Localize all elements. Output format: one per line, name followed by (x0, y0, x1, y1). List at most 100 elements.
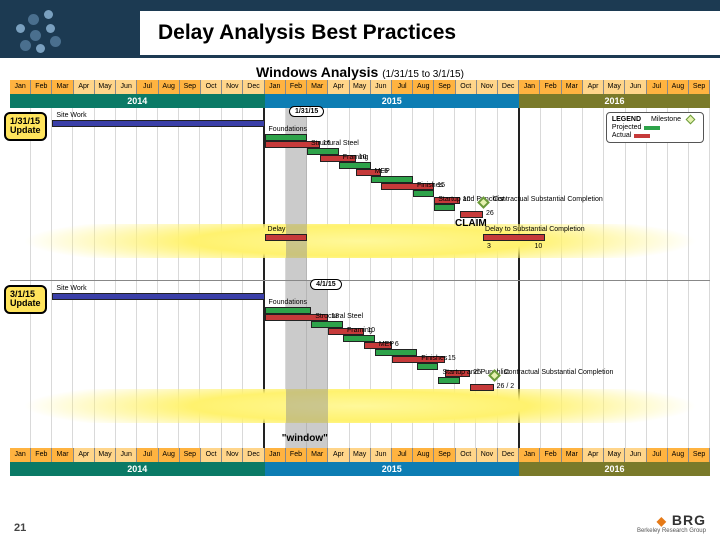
month-cell: Aug (668, 80, 689, 94)
task-label: Finishes (417, 182, 443, 189)
bar-actual (470, 384, 493, 391)
task-label: Framing (343, 154, 369, 161)
month-cell: Dec (498, 80, 519, 94)
month-cell: Feb (286, 80, 307, 94)
month-cell: Mar (562, 448, 583, 462)
month-cell: Jun (625, 80, 646, 94)
month-cell: Apr (583, 80, 604, 94)
month-cell: Jan (265, 448, 286, 462)
chart: Windows Analysis (1/31/15 to 3/1/15) Jan… (10, 64, 710, 476)
month-cell: Oct (201, 80, 222, 94)
month-cell: Aug (413, 80, 434, 94)
highlight-band (10, 389, 710, 423)
month-axis-bottom: JanFebMarAprMayJunJulAugSepOctNovDecJanF… (10, 448, 710, 462)
task-label: Site Work (56, 285, 86, 292)
page-title: Delay Analysis Best Practices (158, 21, 456, 45)
year-cell: 2015 (265, 462, 520, 476)
bar-projected (265, 307, 312, 314)
task-label: Structural Steel (315, 313, 363, 320)
month-cell: Feb (31, 80, 52, 94)
delay-dur: 3 (487, 243, 491, 250)
bar-projected (265, 134, 307, 141)
bar-projected (413, 190, 434, 197)
month-cell: Jun (116, 80, 137, 94)
window-date-pill: 4/1/15 (310, 279, 341, 290)
month-cell: May (604, 80, 625, 94)
month-cell: Dec (498, 448, 519, 462)
update-tag: 1/31/15Update (4, 112, 47, 141)
month-cell: Dec (243, 448, 264, 462)
month-cell: Oct (201, 448, 222, 462)
page-number: 21 (14, 522, 26, 534)
month-cell: Apr (74, 80, 95, 94)
month-cell: Sep (689, 448, 710, 462)
month-cell: May (604, 448, 625, 462)
task-label: MEP (379, 341, 394, 348)
month-cell: Mar (307, 80, 328, 94)
month-cell: Mar (562, 80, 583, 94)
bar-actual (460, 211, 483, 218)
month-cell: Jun (371, 448, 392, 462)
bar-projected (52, 293, 264, 300)
bar-projected (434, 204, 455, 211)
month-cell: Apr (328, 80, 349, 94)
bar-projected (52, 120, 264, 127)
month-cell: Aug (159, 448, 180, 462)
month-cell: Nov (222, 80, 243, 94)
delay-dur: 10 (535, 243, 543, 250)
window-label: "window" (282, 433, 328, 444)
year-axis-top: 201420152016 (10, 94, 710, 108)
year-axis-bottom: 201420152016 (10, 462, 710, 476)
month-cell: Feb (540, 80, 561, 94)
month-cell: Apr (583, 448, 604, 462)
month-cell: Sep (689, 80, 710, 94)
task-label: Framing (347, 327, 373, 334)
month-cell: Sep (180, 80, 201, 94)
delay-label: Delay (268, 226, 286, 233)
month-cell: Jul (137, 448, 158, 462)
task-label: Structural Steel (311, 140, 359, 147)
month-cell: Nov (477, 80, 498, 94)
month-cell: Feb (286, 448, 307, 462)
task-label: Site Work (56, 112, 86, 119)
month-cell: Feb (31, 448, 52, 462)
claim-label: CLAIM (455, 218, 487, 229)
bar-projected (375, 349, 417, 356)
bar-projected (311, 321, 343, 328)
brand-logo: ◆ BRG Berkeley Research Group (637, 512, 706, 534)
month-cell: Mar (307, 448, 328, 462)
task-duration: 26 / 2 (497, 383, 515, 390)
year-cell: 2016 (519, 462, 710, 476)
month-cell: Sep (434, 448, 455, 462)
logo-icon (8, 6, 70, 52)
bar-projected (339, 162, 371, 169)
month-cell: May (95, 80, 116, 94)
task-label: Foundations (269, 126, 308, 133)
bar-projected (371, 176, 413, 183)
month-cell: Oct (456, 448, 477, 462)
year-cell: 2016 (519, 94, 710, 108)
month-cell: Jun (116, 448, 137, 462)
year-cell: 2014 (10, 462, 265, 476)
month-cell: Mar (52, 80, 73, 94)
month-cell: Oct (456, 80, 477, 94)
task-label: MEP (375, 168, 390, 175)
task-label: Finishes (421, 355, 447, 362)
month-cell: Aug (413, 448, 434, 462)
month-cell: Sep (434, 80, 455, 94)
milestone-label: Contractual Substantial Completion (493, 196, 603, 203)
month-cell: Jul (647, 448, 668, 462)
update-tag: 3/1/15Update (4, 285, 47, 314)
bar-delay-final (483, 234, 545, 241)
month-cell: Aug (668, 448, 689, 462)
task-duration: 6 (395, 341, 399, 348)
month-cell: May (95, 448, 116, 462)
bar-projected (307, 148, 339, 155)
month-cell: Nov (222, 448, 243, 462)
bar-projected (343, 335, 375, 342)
month-cell: May (350, 448, 371, 462)
year-cell: 2014 (10, 94, 265, 108)
month-cell: Jan (519, 80, 540, 94)
month-cell: Jan (265, 80, 286, 94)
month-cell: Jul (137, 80, 158, 94)
